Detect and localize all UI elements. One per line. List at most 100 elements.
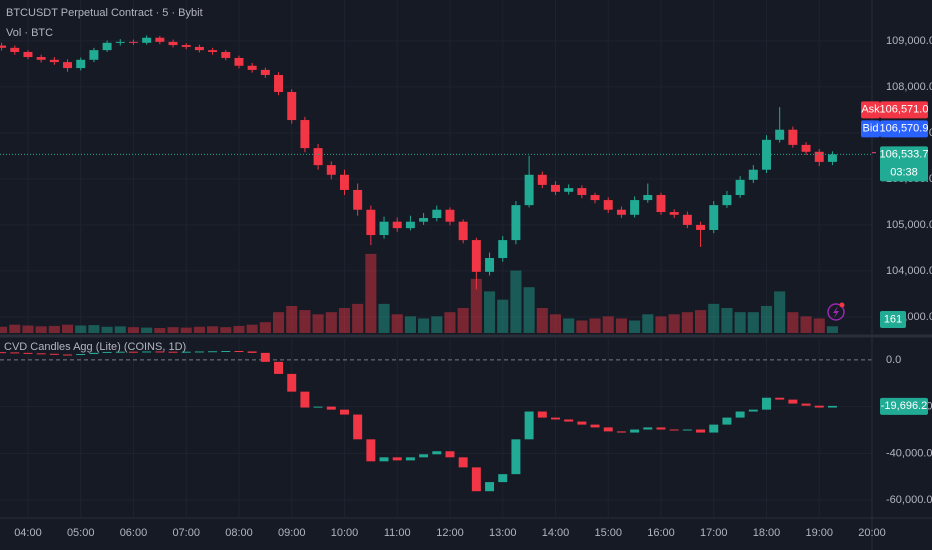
volume-bar <box>9 324 21 333</box>
candle-body <box>379 221 389 236</box>
volume-bar <box>734 312 746 333</box>
candle-body <box>208 50 218 52</box>
x-tick-label: 18:00 <box>753 527 781 539</box>
candle-body <box>419 454 429 458</box>
labels: 04:00 05:00 06:00 07:00 08:00 09:00 10:00 11:00… <box>14 35 932 539</box>
marks <box>0 35 872 492</box>
candle-body <box>735 179 745 196</box>
candle-body <box>102 351 112 353</box>
y-tick-label: -60,000.0 <box>886 494 932 506</box>
volume-bar <box>259 322 271 333</box>
ask-box <box>880 101 928 119</box>
volume-bar <box>325 312 337 333</box>
ask-name-box <box>861 101 880 119</box>
candle-body <box>445 451 455 458</box>
candle-body <box>23 51 33 58</box>
volume-bar <box>787 312 799 333</box>
x-tick-label: 08:00 <box>225 527 253 539</box>
candle-body <box>577 421 587 425</box>
candle-body <box>181 45 191 47</box>
candle-body <box>208 351 218 353</box>
volume-bar <box>602 316 614 333</box>
volume-bar <box>615 318 627 333</box>
volume-bar <box>576 320 588 333</box>
candle-body <box>89 50 99 60</box>
bid-box <box>880 120 928 138</box>
x-tick-label: 11:00 <box>384 527 411 539</box>
candle-body <box>194 46 204 51</box>
volume-bar <box>193 326 205 333</box>
volume-bar <box>549 314 562 333</box>
candle-body <box>260 69 270 75</box>
candle-body <box>10 352 20 354</box>
volume-bar <box>655 316 667 333</box>
candle-body <box>115 41 125 43</box>
volume-bar <box>589 318 601 333</box>
candle-body <box>353 189 363 210</box>
candle-body <box>221 51 231 58</box>
y-tick-label: 104,000.0 <box>886 265 932 277</box>
candle-body <box>326 165 336 175</box>
x-tick-label: 15:00 <box>594 527 622 539</box>
candle-body <box>669 212 679 215</box>
volume-bar <box>444 312 456 333</box>
volume-bar <box>431 316 443 333</box>
candle-body <box>194 351 204 353</box>
candle-body <box>498 474 508 483</box>
last-value-box <box>880 397 928 415</box>
candle-body <box>748 409 758 412</box>
volume-bar <box>418 318 430 333</box>
candle-body <box>498 240 508 259</box>
volume-bar <box>114 326 126 333</box>
volume-bar <box>338 308 351 333</box>
volume-title: Vol · BTC <box>6 27 53 39</box>
bid-name-box <box>861 120 880 138</box>
candle-body <box>300 391 310 408</box>
volume-bar <box>154 328 166 333</box>
volume-bar <box>484 291 496 333</box>
bid-name: Bid <box>863 122 879 134</box>
candle-body <box>511 205 521 241</box>
volume-bar <box>695 310 707 333</box>
volume-bar <box>22 325 34 333</box>
candle-body <box>669 429 679 431</box>
volume-bar <box>629 320 641 333</box>
candle-body <box>300 120 310 149</box>
x-tick-label: 14:00 <box>542 527 570 539</box>
y-tick-label: -40,000.0 <box>886 447 932 459</box>
volume-bar <box>378 303 390 333</box>
alert-icon[interactable] <box>827 302 845 321</box>
candle-body <box>788 399 798 404</box>
x-tick-label: 07:00 <box>172 527 200 539</box>
candle-body <box>274 361 284 374</box>
candle-body <box>10 47 20 52</box>
volume-bar <box>35 326 47 333</box>
y-tick-label: 108,000.0 <box>886 81 932 93</box>
candle-body <box>458 457 468 468</box>
candle-body <box>63 354 73 356</box>
volume-bar <box>800 316 812 333</box>
candle-body <box>511 439 521 475</box>
countdown-label: 03:38 <box>890 166 918 178</box>
candle-body <box>603 200 613 210</box>
candle-body <box>551 184 560 192</box>
candle-body <box>339 174 349 190</box>
candle-body <box>392 221 402 229</box>
volume-bar <box>233 325 245 333</box>
candle-body <box>326 406 336 410</box>
candle-body <box>762 139 771 170</box>
candle-body <box>128 351 138 353</box>
volume-bar <box>510 270 522 333</box>
volume-bar <box>88 325 100 333</box>
ask-label: 106,571.0 <box>880 103 929 115</box>
candle-body <box>260 352 270 362</box>
volume-bar <box>813 318 825 333</box>
y-tick-label: 0.0 <box>886 354 901 366</box>
candle-body <box>287 91 297 121</box>
volume-bar <box>497 299 509 333</box>
candle-body <box>432 451 442 455</box>
volume-bar <box>246 324 258 333</box>
candle-body <box>221 350 231 352</box>
candle-body <box>392 457 402 461</box>
